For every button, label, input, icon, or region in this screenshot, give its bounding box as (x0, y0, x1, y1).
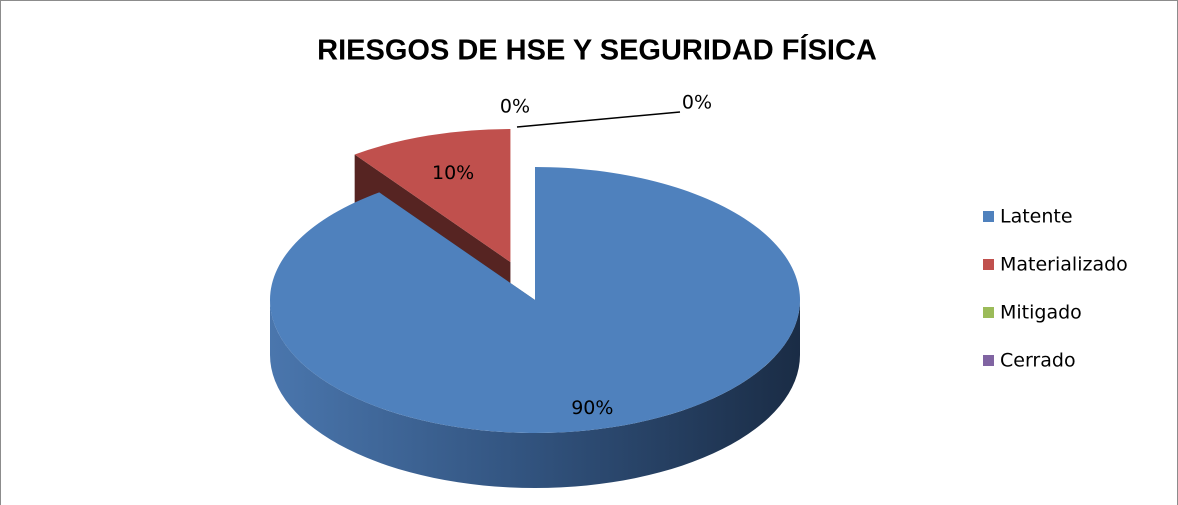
legend-swatch (983, 307, 994, 318)
legend-label: Cerrado (1000, 350, 1076, 372)
slice (269, 167, 800, 433)
legend-label: Materializado (1000, 254, 1128, 276)
legend-swatch (983, 259, 994, 270)
legend-label: Mitigado (1000, 302, 1082, 324)
slice-side (270, 300, 800, 488)
data-label: 10% (432, 162, 474, 184)
legend-swatch (983, 211, 994, 222)
data-label: 90% (571, 397, 613, 419)
chart-title: RIESGOS DE HSE Y SEGURIDAD FÍSICA (317, 33, 877, 67)
slice (354, 129, 511, 263)
data-label: 0% (500, 96, 530, 118)
leader-line (516, 111, 681, 128)
legend-label: Latente (1000, 206, 1073, 228)
data-label: 0% (682, 92, 712, 114)
legend-swatch (983, 355, 994, 366)
